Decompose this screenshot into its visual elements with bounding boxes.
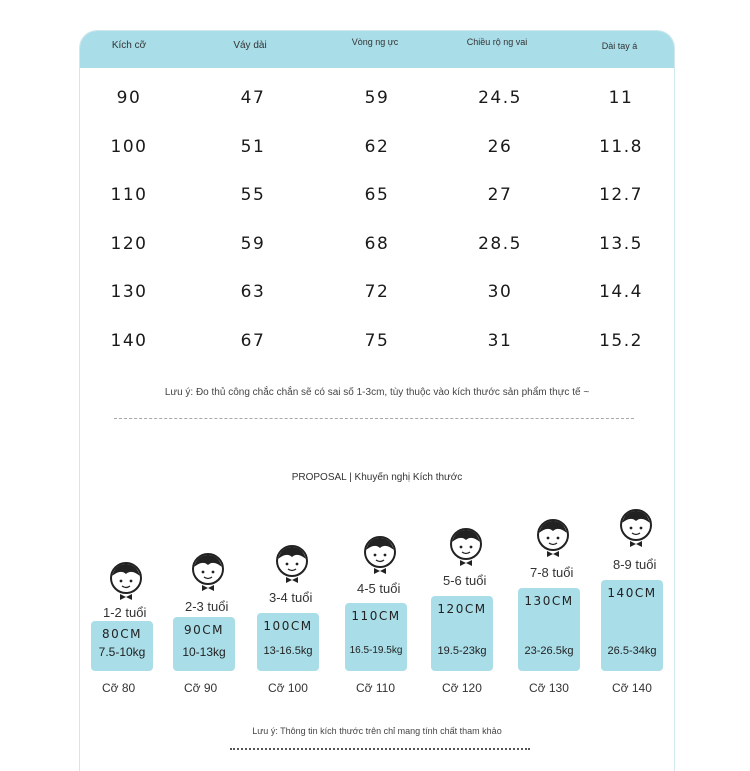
table-cell: 13.5 (599, 234, 643, 254)
size-label: Cỡ 120 (442, 681, 482, 695)
table-row: 90 47 59 24.5 11 (80, 88, 674, 118)
size-label: Cỡ 80 (102, 681, 136, 695)
weight-label: 19.5-23kg (437, 645, 487, 657)
table-row: 140 67 75 31 15.2 (80, 331, 674, 361)
size-label: Cỡ 140 (612, 681, 652, 695)
size-card: 140CM 26.5-34kg (601, 580, 663, 671)
child-face-icon (363, 535, 397, 575)
age-label: 4-5 tuổi (357, 581, 401, 596)
age-label: 5-6 tuổi (443, 573, 487, 588)
table-cell: 130 (110, 282, 148, 302)
size-label: Cỡ 130 (529, 681, 569, 695)
table-cell: 12.7 (599, 185, 643, 205)
height-label: 140CM (607, 586, 657, 600)
header-chest: Vòng ng ực (351, 37, 399, 47)
table-cell: 67 (240, 331, 266, 351)
height-label: 120CM (437, 602, 487, 616)
size-chart-frame: Kích cỡ Váy dài Vòng ng ực Chiều rộ ng v… (79, 30, 675, 771)
height-label: 130CM (524, 594, 574, 608)
size-label: Cỡ 100 (268, 681, 308, 695)
table-cell: 27 (487, 185, 513, 205)
reference-note: Lưu ý: Thông tin kích thước trên chỉ man… (252, 726, 502, 736)
table-header: Kích cỡ Váy dài Vòng ng ực Chiều rộ ng v… (80, 31, 674, 68)
header-shoulder: Chiều rộ ng vai (466, 37, 528, 47)
size-card: 100CM 13-16.5kg (257, 613, 319, 671)
table-cell: 90 (116, 88, 142, 108)
height-label: 110CM (351, 609, 401, 623)
child-face-icon (191, 552, 225, 592)
table-cell: 72 (364, 282, 390, 302)
child-face-icon (619, 508, 653, 548)
table-row: 130 63 72 30 14.4 (80, 282, 674, 312)
table-cell: 100 (110, 137, 148, 157)
weight-label: 7.5-10kg (98, 645, 146, 659)
table-cell: 15.2 (599, 331, 643, 351)
table-cell: 28.5 (478, 234, 522, 254)
measurement-note: Lưu ý: Đo thủ công chắc chắn sẽ có sai s… (164, 387, 590, 398)
header-length: Váy dài (233, 40, 267, 51)
height-label: 100CM (263, 619, 313, 633)
divider (114, 418, 634, 419)
table-cell: 24.5 (478, 88, 522, 108)
weight-label: 23-26.5kg (524, 645, 574, 657)
table-cell: 68 (364, 234, 390, 254)
child-face-icon (275, 544, 309, 584)
age-label: 1-2 tuổi (103, 605, 147, 620)
table-cell: 11 (608, 88, 634, 108)
size-card: 90CM 10-13kg (173, 617, 235, 671)
size-card: 80CM 7.5-10kg (91, 621, 153, 671)
proposal-title: PROPOSAL | Khuyến nghị Kích thước (291, 472, 463, 483)
table-cell: 11.8 (599, 137, 643, 157)
age-label: 2-3 tuổi (185, 599, 229, 614)
table-cell: 26 (487, 137, 513, 157)
table-cell: 47 (240, 88, 266, 108)
table-row: 100 51 62 26 11.8 (80, 137, 674, 167)
table-cell: 65 (364, 185, 390, 205)
header-sleeve: Dài tay á (601, 41, 638, 51)
child-face-icon (109, 561, 143, 601)
table-cell: 14.4 (599, 282, 643, 302)
size-label: Cỡ 110 (356, 681, 395, 695)
weight-label: 16.5-19.5kg (349, 645, 403, 656)
table-cell: 55 (240, 185, 266, 205)
height-label: 90CM (183, 623, 224, 637)
table-cell: 62 (364, 137, 390, 157)
age-label: 3-4 tuổi (269, 590, 313, 605)
size-label: Cỡ 90 (184, 681, 218, 695)
weight-label: 26.5-34kg (607, 645, 657, 657)
table-cell: 59 (240, 234, 266, 254)
table-cell: 30 (487, 282, 513, 302)
size-card: 110CM 16.5-19.5kg (345, 603, 407, 671)
age-label: 7-8 tuổi (530, 565, 574, 580)
weight-label: 10-13kg (182, 645, 226, 659)
age-label: 8-9 tuổi (613, 557, 657, 572)
table-cell: 31 (487, 331, 513, 351)
table-cell: 75 (364, 331, 390, 351)
table-cell: 59 (364, 88, 390, 108)
table-cell: 140 (110, 331, 148, 351)
table-cell: 120 (110, 234, 148, 254)
child-face-icon (449, 527, 483, 567)
header-size: Kích cỡ (111, 40, 147, 51)
weight-label: 13-16.5kg (263, 645, 313, 657)
table-cell: 51 (240, 137, 266, 157)
size-card: 130CM 23-26.5kg (518, 588, 580, 671)
cut-off-text (230, 748, 530, 754)
table-cell: 63 (240, 282, 266, 302)
table-row: 110 55 65 27 12.7 (80, 185, 674, 215)
table-cell: 110 (110, 185, 148, 205)
size-card: 120CM 19.5-23kg (431, 596, 493, 671)
table-row: 120 59 68 28.5 13.5 (80, 234, 674, 264)
child-face-icon (536, 518, 570, 558)
height-label: 80CM (101, 627, 142, 641)
